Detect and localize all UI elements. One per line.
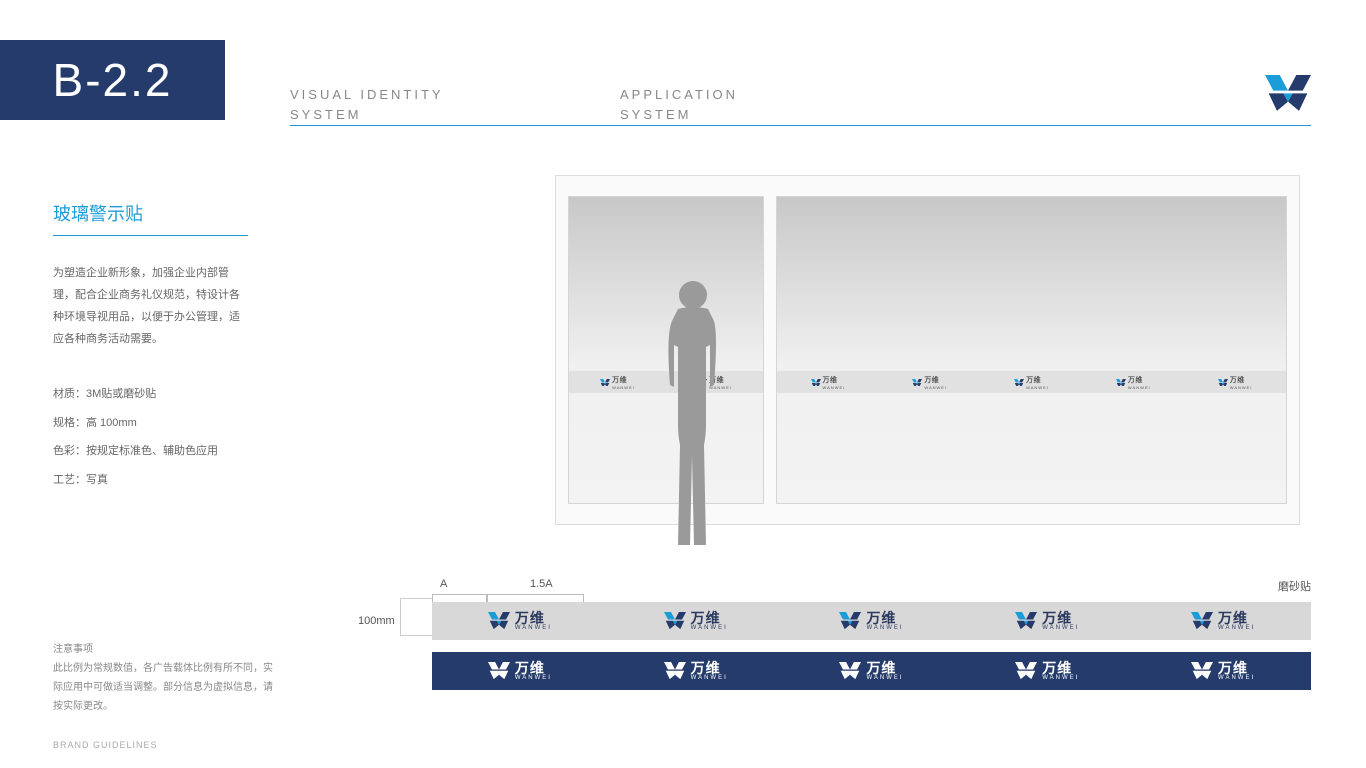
wanwei-logo: 万维 WANWEI — [839, 661, 903, 681]
spec-list: 材质：3M贴或磨砂贴规格：高 100mm色彩：按规定标准色、辅助色应用工艺：写真 — [53, 380, 253, 494]
spec-line: 工艺：写真 — [53, 466, 253, 495]
section-underline — [53, 235, 248, 236]
note-block: 注意事项 此比例为常规数值，各广告载体比例有所不同，实际应用中可做适当调整。部分… — [53, 640, 273, 716]
header-1-line-2: SYSTEM — [290, 107, 361, 122]
wanwei-logo: 万维 WANWEI — [1191, 611, 1255, 631]
section-title: 玻璃警示贴 — [53, 200, 143, 226]
dimension-label-1-5a: 1.5A — [530, 578, 553, 590]
wanwei-logo: 万维 WANWEI — [1015, 611, 1079, 631]
wanwei-logo: 万维 WANWEI — [664, 661, 728, 681]
spec-line: 规格：高 100mm — [53, 409, 253, 438]
wanwei-logo: 万维 WANWEI — [488, 611, 552, 631]
dimension-bracket-1-5a — [487, 594, 584, 602]
page-code: B-2.2 — [0, 40, 225, 120]
wanwei-logo: 万维 WANWEI — [1191, 661, 1255, 681]
wanwei-logo-mini: 万维WANWEI — [600, 375, 635, 390]
wanwei-logo: 万维 WANWEI — [664, 611, 728, 631]
wanwei-logo: 万维 WANWEI — [1015, 661, 1079, 681]
spec-line: 材质：3M贴或磨砂贴 — [53, 380, 253, 409]
sample-strip-dark: 万维 WANWEI 万维 WANWEI 万维 WANWEI 万维 WANWEI — [432, 652, 1311, 690]
note-title: 注意事项 — [53, 640, 273, 659]
human-silhouette-icon — [648, 275, 738, 560]
spec-line: 色彩：按规定标准色、辅助色应用 — [53, 437, 253, 466]
sample-strip-light: 万维 WANWEI 万维 WANWEI 万维 WANWEI 万维 WANWEI — [432, 602, 1311, 640]
sticker-band-right: 万维WANWEI 万维WANWEI 万维WANWEI 万维WANWEI 万维WA… — [777, 371, 1286, 393]
footer-text: BRAND GUIDELINES — [53, 740, 158, 750]
dimension-label-height: 100mm — [358, 615, 395, 627]
header-title-2: APPLICATION SYSTEM — [620, 85, 738, 124]
section-body: 为塑造企业新形象，加强企业内部管理，配合企业商务礼仪规范，特设计各种环境导视用品… — [53, 262, 248, 350]
wanwei-logo-mini: 万维WANWEI — [1014, 375, 1049, 390]
material-label: 磨砂贴 — [1278, 578, 1311, 594]
corner-logo-icon — [1265, 75, 1311, 116]
header-title-1: VISUAL IDENTITY SYSTEM — [290, 85, 444, 124]
header-1-line-1: VISUAL IDENTITY — [290, 87, 444, 102]
dimension-label-a: A — [440, 578, 447, 590]
note-body: 此比例为常规数值，各广告载体比例有所不同，实际应用中可做适当调整。部分信息为虚拟… — [53, 659, 273, 716]
wanwei-logo: 万维 WANWEI — [839, 611, 903, 631]
dimension-bracket-a — [432, 594, 487, 602]
wanwei-logo-mini: 万维WANWEI — [1116, 375, 1151, 390]
wanwei-logo-mini: 万维WANWEI — [811, 375, 846, 390]
header-2-line-1: APPLICATION — [620, 87, 738, 102]
wanwei-logo-mini: 万维WANWEI — [912, 375, 947, 390]
wanwei-logo: 万维 WANWEI — [488, 661, 552, 681]
header-2-line-2: SYSTEM — [620, 107, 691, 122]
header-divider — [290, 125, 1311, 126]
glass-panel-right: 万维WANWEI 万维WANWEI 万维WANWEI 万维WANWEI 万维WA… — [776, 196, 1287, 504]
wanwei-logo-mini: 万维WANWEI — [1218, 375, 1253, 390]
dimension-reference-box — [400, 598, 433, 636]
